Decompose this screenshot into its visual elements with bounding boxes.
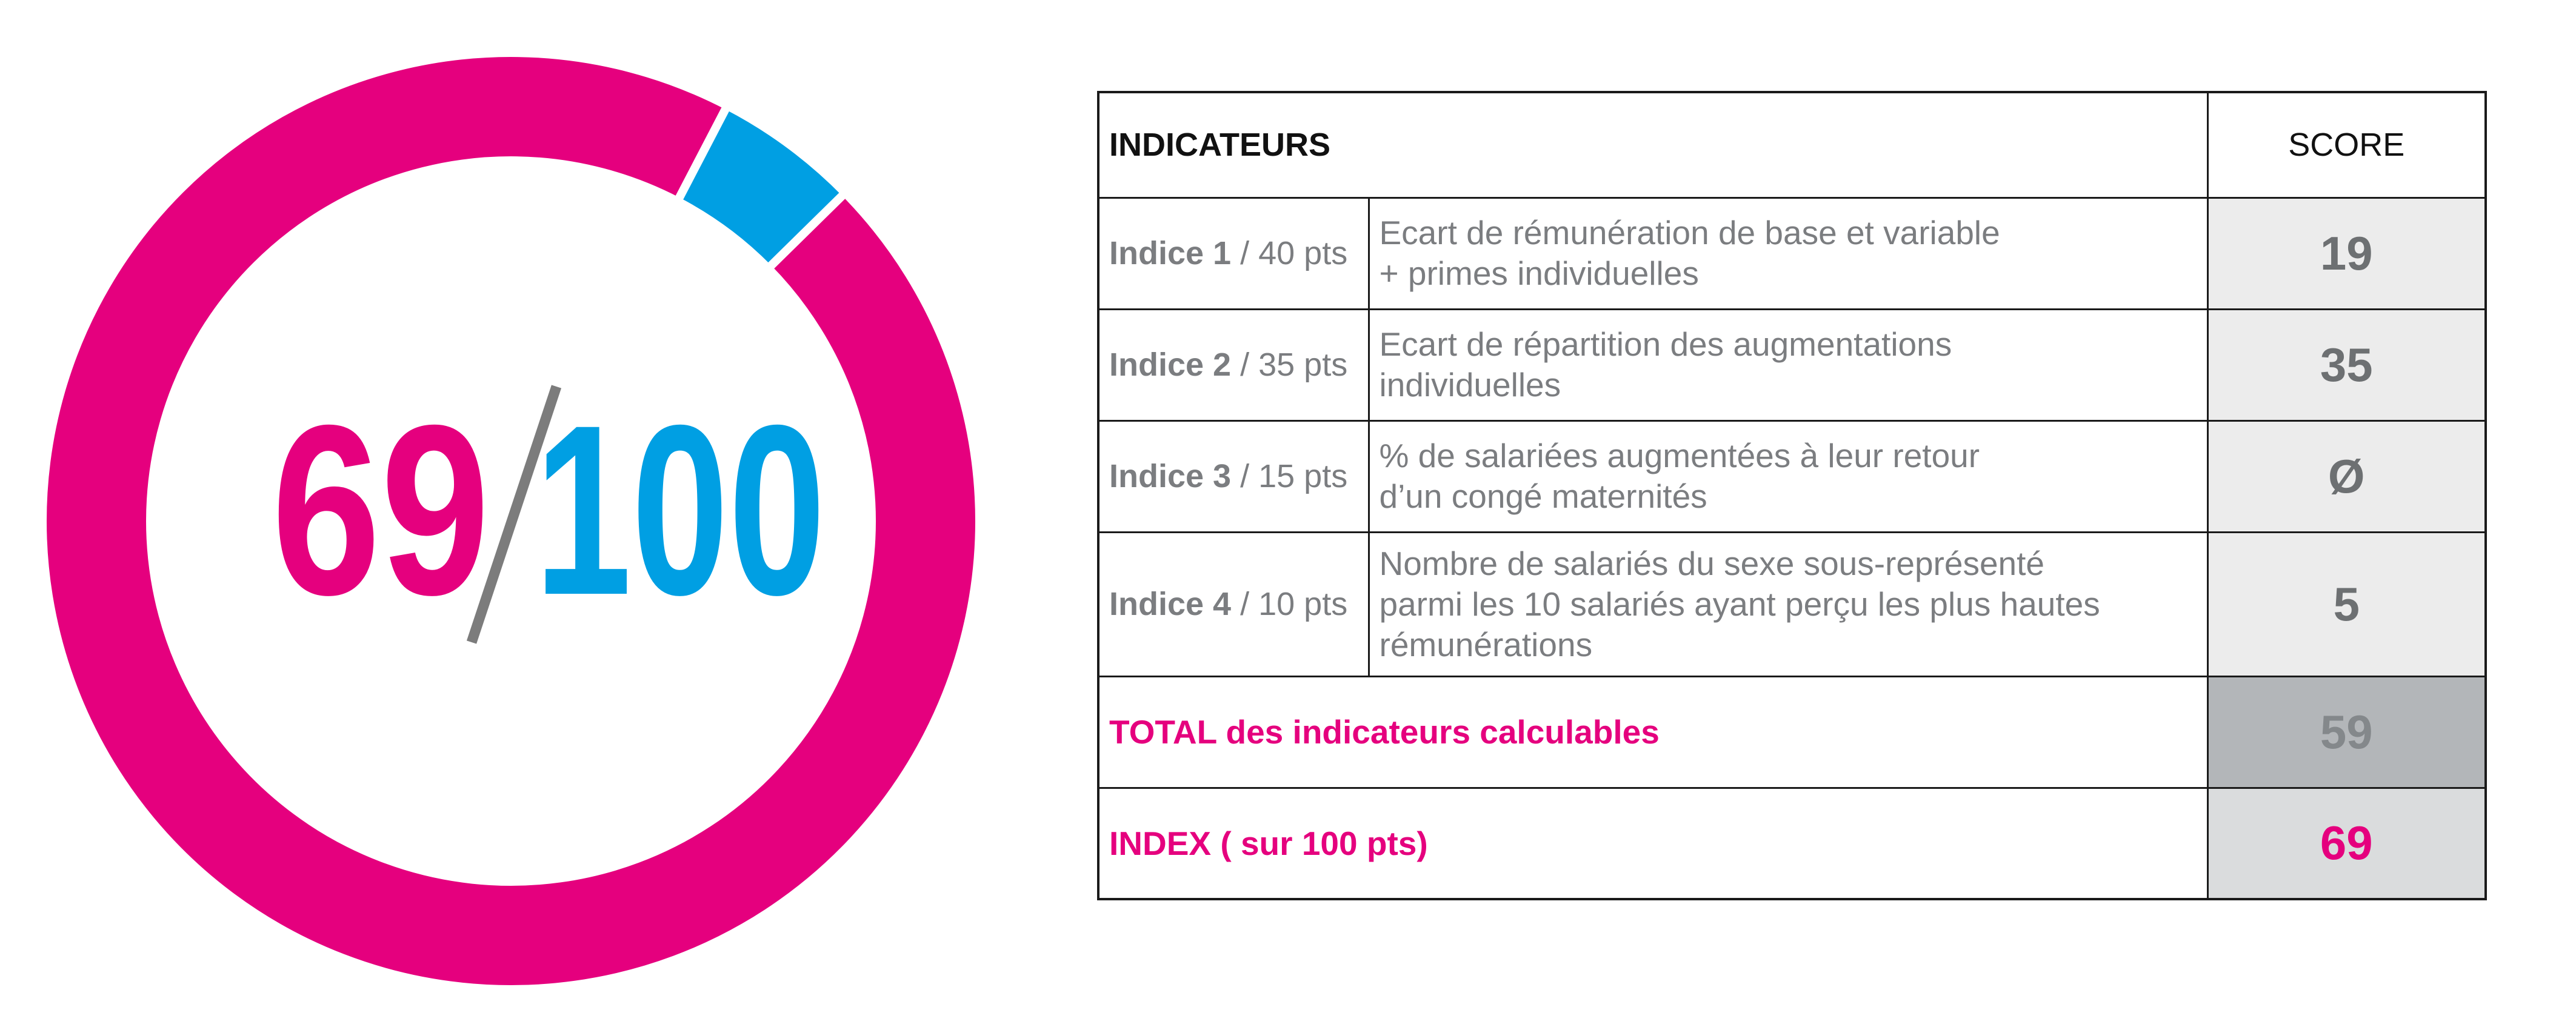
indice-score: 19 <box>2206 196 2487 310</box>
header-indicators: INDICATEURS <box>1097 91 2209 199</box>
score-max: 100 <box>535 374 826 645</box>
score-value: 69 <box>272 374 490 645</box>
indice-label: Indice 2 / 35 pts <box>1097 308 1370 422</box>
total-row: TOTAL des indicateurs calculables 59 <box>1097 675 2487 789</box>
indice-label: Indice 1 / 40 pts <box>1097 196 1370 310</box>
table-row: Indice 3 / 15 pts % de salariées augment… <box>1097 419 2487 533</box>
indice-description: Ecart de répartition des augmentations in… <box>1367 308 2209 422</box>
donut-chart: 69 100 <box>38 48 984 994</box>
indice-description: Nombre de salariés du sexe sous-représen… <box>1367 531 2209 677</box>
index-score: 69 <box>2206 786 2487 900</box>
donut-slice <box>672 99 852 274</box>
indicators-table: INDICATEURS SCORE Indice 1 / 40 pts Ecar… <box>1097 91 2488 900</box>
indice-label: Indice 3 / 15 pts <box>1097 419 1370 533</box>
total-score: 59 <box>2206 675 2487 789</box>
table-header-row: INDICATEURS SCORE <box>1097 91 2487 199</box>
indice-description: Ecart de rémunération de base et variabl… <box>1367 196 2209 310</box>
indice-score: 35 <box>2206 308 2487 422</box>
table-row: Indice 4 / 10 pts Nombre de salariés du … <box>1097 531 2487 677</box>
donut-slice <box>38 48 984 994</box>
index-row: INDEX ( sur 100 pts) 69 <box>1097 786 2487 900</box>
table-row: Indice 1 / 40 pts Ecart de rémunération … <box>1097 196 2487 310</box>
table-row: Indice 2 / 35 pts Ecart de répartition d… <box>1097 308 2487 422</box>
indice-description: % de salariées augmentées à leur retour d… <box>1367 419 2209 533</box>
indice-label: Indice 4 / 10 pts <box>1097 531 1370 677</box>
total-label: TOTAL des indicateurs calculables <box>1097 675 2209 789</box>
header-score: SCORE <box>2206 91 2487 199</box>
donut-slices <box>38 48 984 994</box>
indice-score: Ø <box>2206 419 2487 533</box>
slash-divider <box>466 385 562 644</box>
index-label: INDEX ( sur 100 pts) <box>1097 786 2209 900</box>
indice-score: 5 <box>2206 531 2487 677</box>
